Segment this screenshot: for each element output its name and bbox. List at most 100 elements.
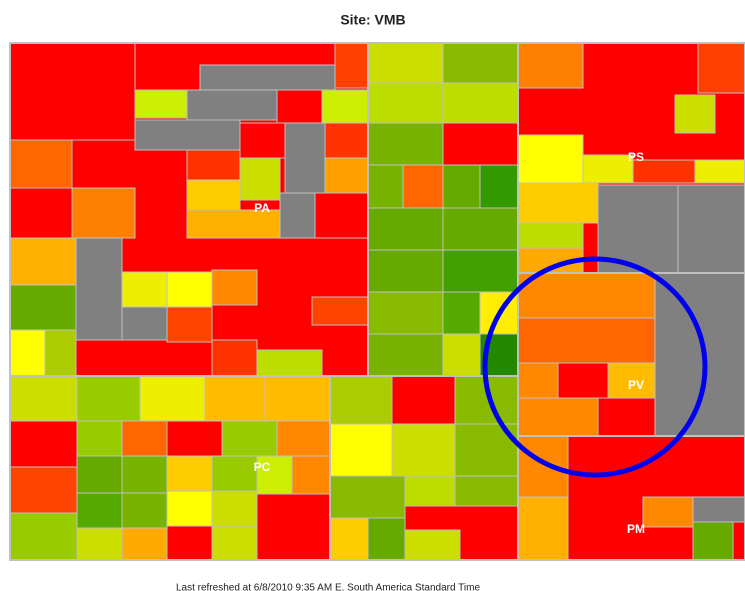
treemap-cell <box>166 490 213 527</box>
treemap-cell <box>479 164 519 209</box>
treemap-cell <box>9 512 78 561</box>
treemap-cell <box>329 517 369 561</box>
treemap-cell <box>121 492 168 529</box>
treemap-cell <box>517 42 584 89</box>
group-label: PA <box>254 201 270 215</box>
treemap-cell <box>454 475 519 507</box>
treemap-cell <box>239 122 286 159</box>
treemap-cell <box>329 375 393 425</box>
treemap-cell <box>311 296 369 326</box>
treemap-cell <box>76 375 141 422</box>
treemap-cell <box>367 517 406 561</box>
treemap-cell <box>134 89 188 119</box>
treemap-cell <box>276 89 323 124</box>
treemap-cell <box>367 42 444 84</box>
treemap-cell <box>517 222 584 249</box>
group-label: PS <box>628 150 644 164</box>
highlight-circle <box>482 256 708 478</box>
treemap-cell <box>442 42 519 84</box>
treemap-cell <box>334 42 369 89</box>
treemap-cell <box>367 291 444 335</box>
treemap-cell <box>367 122 444 166</box>
title: Site: VMB <box>340 12 405 28</box>
treemap-cell <box>597 397 656 437</box>
treemap-cell <box>221 420 278 457</box>
treemap-cell <box>677 184 745 274</box>
treemap-cell <box>692 496 745 523</box>
treemap-cell <box>324 122 369 159</box>
treemap-cell <box>204 375 266 422</box>
treemap-cell <box>402 164 444 209</box>
treemap-cell <box>692 521 734 561</box>
treemap-cell <box>517 435 569 498</box>
treemap-cell <box>211 525 258 561</box>
treemap-cell <box>642 496 694 528</box>
treemap-cell <box>9 329 46 377</box>
treemap-cell <box>166 271 213 308</box>
treemap-cell <box>264 375 331 422</box>
treemap-cell <box>517 397 599 437</box>
treemap-cell <box>517 496 569 561</box>
treemap-cell <box>76 527 123 561</box>
treemap-cell <box>517 272 656 319</box>
treemap-cell <box>71 187 136 239</box>
treemap-cell <box>367 333 444 377</box>
treemap-cell <box>367 82 444 124</box>
treemap-cell <box>367 207 444 251</box>
treemap-cell <box>121 271 168 308</box>
treemap-cell <box>442 164 481 209</box>
treemap-cell <box>121 420 168 457</box>
treemap-cell <box>9 42 136 141</box>
treemap-cell <box>279 192 316 239</box>
treemap-cell <box>186 179 241 211</box>
treemap-cell <box>186 149 241 181</box>
treemap-cell <box>76 492 123 529</box>
treemap-cell <box>291 455 331 495</box>
treemap-cell <box>517 182 599 224</box>
treemap-cell <box>199 64 336 91</box>
treemap-cell <box>276 420 331 457</box>
treemap-cell <box>166 306 213 343</box>
treemap-cell <box>239 157 281 201</box>
treemap-cell <box>9 466 78 514</box>
treemap-cell <box>9 237 77 286</box>
treemap-cell <box>121 455 168 494</box>
treemap-cell <box>76 420 123 457</box>
treemap-cell <box>9 139 73 189</box>
treemap-cell <box>391 423 456 477</box>
treemap-cell <box>139 375 206 422</box>
treemap-cell <box>517 317 656 364</box>
treemap-cell <box>694 159 745 184</box>
treemap-cell <box>329 423 393 477</box>
treemap-cell <box>284 122 326 194</box>
treemap-cell <box>121 527 168 561</box>
treemap-cell <box>9 420 78 468</box>
treemap-cell <box>256 349 323 377</box>
group-label: PC <box>254 460 271 474</box>
treemap-cell <box>404 475 456 507</box>
treemap-cell <box>442 207 519 251</box>
treemap-cell <box>674 94 716 134</box>
treemap-cell <box>166 455 213 492</box>
treemap-cell <box>442 82 519 124</box>
treemap-cell <box>582 154 634 184</box>
treemap-cell <box>76 455 123 494</box>
treemap-cell <box>9 375 78 422</box>
treemap-cell <box>404 529 461 561</box>
group-border <box>329 375 519 561</box>
treemap-cell <box>697 42 745 94</box>
treemap-cell <box>134 119 241 151</box>
treemap-cell <box>9 284 77 331</box>
treemap-cell <box>324 157 369 195</box>
treemap-cell <box>186 209 281 239</box>
treemap-cell <box>367 164 404 209</box>
treemap-cell <box>211 490 258 527</box>
treemap-cell <box>314 192 369 239</box>
treemap-cell <box>517 134 584 184</box>
treemap-cell <box>211 339 258 377</box>
treemap-cell <box>442 122 519 166</box>
treemap-cell <box>75 237 123 341</box>
treemap-cell <box>166 420 223 457</box>
